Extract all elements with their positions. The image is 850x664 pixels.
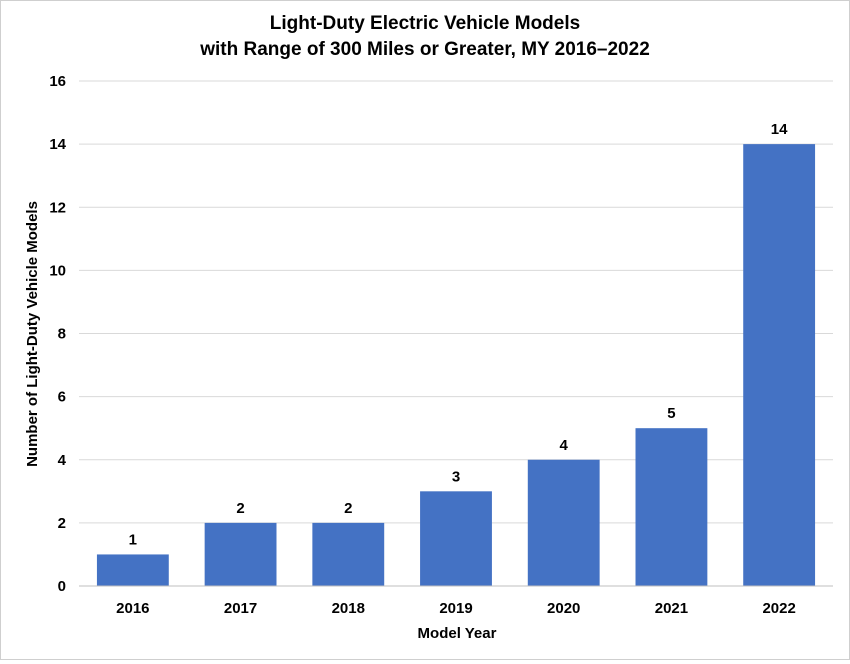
- bar-2020: [527, 459, 600, 586]
- chart-title-line-2: with Range of 300 Miles or Greater, MY 2…: [199, 39, 650, 60]
- y-tick-label: 4: [58, 452, 67, 469]
- bars: [96, 144, 816, 586]
- data-label-2019: 3: [452, 468, 460, 485]
- bar-2016: [96, 554, 169, 586]
- data-label-2020: 4: [560, 437, 569, 454]
- y-tick-label: 14: [49, 136, 66, 153]
- x-axis-label: Model Year: [418, 625, 497, 642]
- x-axis-ticks: 2016 2017 2018 2019 2020 2021 2022: [116, 600, 796, 617]
- x-tick-label: 2018: [332, 600, 365, 617]
- chart-title-line-1: Light-Duty Electric Vehicle Models: [270, 13, 580, 34]
- bar-2019: [420, 491, 492, 586]
- y-axis-ticks: 0 2 4 6 8 10 12 14 16: [49, 73, 66, 595]
- bar-2017: [204, 522, 277, 586]
- data-label-2021: 5: [667, 405, 675, 422]
- data-label-2017: 2: [236, 500, 244, 517]
- data-label-2022: 14: [771, 121, 788, 138]
- bar-2022: [743, 144, 816, 586]
- bar-2018: [312, 522, 385, 586]
- y-tick-label: 6: [58, 389, 66, 406]
- bar-2021: [635, 428, 708, 586]
- gridlines: [79, 80, 833, 524]
- y-tick-label: 8: [58, 326, 66, 343]
- y-tick-label: 10: [49, 262, 66, 279]
- x-tick-label: 2020: [547, 600, 580, 617]
- x-tick-label: 2022: [762, 600, 795, 617]
- x-tick-label: 2019: [439, 600, 472, 617]
- y-tick-label: 16: [49, 73, 66, 90]
- x-tick-label: 2017: [224, 600, 257, 617]
- y-tick-label: 2: [58, 515, 66, 532]
- y-tick-label: 12: [49, 199, 66, 216]
- y-tick-label: 0: [58, 578, 66, 595]
- data-label-2018: 2: [344, 500, 352, 517]
- data-labels: 1 2 2 3 4 5 14: [129, 121, 788, 548]
- x-tick-label: 2016: [116, 600, 149, 617]
- data-label-2016: 1: [129, 531, 137, 548]
- y-axis-label: Number of Light-Duty Vehicle Models: [24, 201, 41, 467]
- x-tick-label: 2021: [655, 600, 688, 617]
